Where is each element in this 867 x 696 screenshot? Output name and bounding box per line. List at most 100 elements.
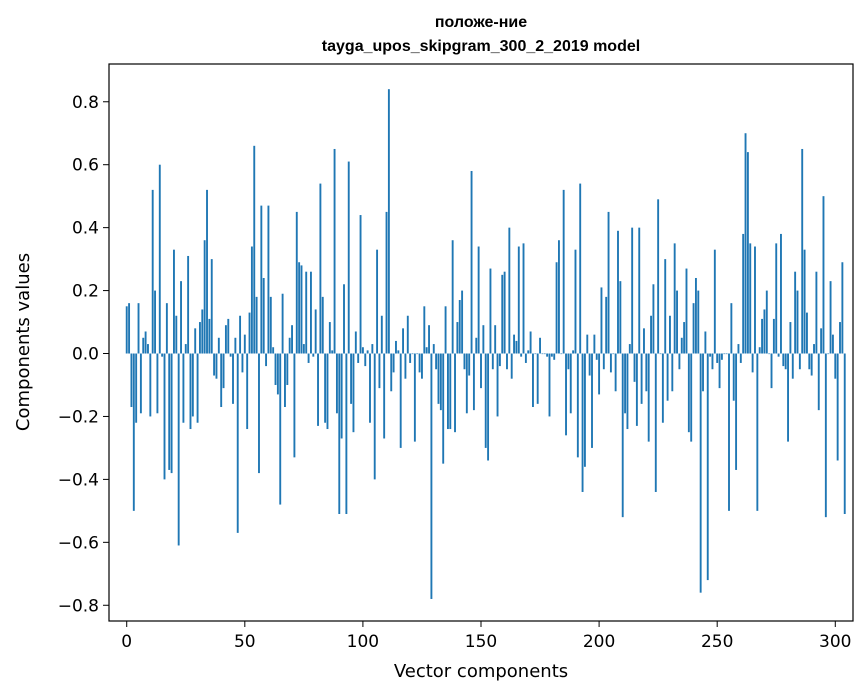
bar-196 [588,353,591,376]
bar-290 [810,353,813,376]
bar-142 [461,290,464,354]
bar-78 [310,271,312,354]
bar-213 [628,344,631,354]
bar-95 [350,353,353,404]
bar-64 [276,353,279,395]
bar-42 [224,325,227,354]
bar-300 [834,353,837,379]
bar-193 [581,353,584,492]
bar-153 [487,353,490,461]
bar-251 [718,353,721,389]
bar-238 [687,353,690,433]
y-tick-label: 0.4 [72,219,99,239]
x-axis-label: Vector components [394,661,568,682]
bar-9 [147,344,149,354]
bar-133 [439,353,442,411]
bar-75 [302,344,305,354]
bar-167 [520,353,523,357]
bar-231 [671,353,674,392]
bar-208 [617,230,619,354]
bar-112 [390,353,393,392]
y-axis-ticks: −0.8 −0.6 −0.4 −0.2 0.0 0.2 0.4 0.6 0.8 [58,93,109,616]
bar-267 [756,353,759,511]
x-tick-label: 150 [465,632,497,652]
bar-169 [524,353,527,363]
bar-41 [222,353,225,389]
bar-27 [189,353,192,430]
bar-302 [839,322,841,354]
bar-277 [780,233,782,354]
bar-172 [532,353,534,408]
bar-227 [661,353,664,423]
bar-145 [468,353,471,376]
bar-203 [605,296,608,354]
bar-156 [494,325,497,354]
bar-69 [288,337,291,354]
bar-237 [685,268,688,354]
bar-67 [284,353,286,408]
bar-120 [409,353,412,363]
x-tick-label: 300 [819,632,851,652]
bar-37 [213,353,216,376]
bar-283 [794,271,797,354]
bar-226 [659,353,662,355]
bar-209 [619,281,622,354]
bar-170 [527,350,530,354]
bar-250 [716,353,719,363]
bar-217 [638,227,641,354]
bar-38 [215,353,218,379]
bar-71 [293,353,296,458]
bar-57 [260,205,263,354]
bar-274 [772,318,775,354]
bar-24 [182,353,185,423]
bar-130 [432,344,435,354]
bar-125 [421,353,423,379]
bar-254 [725,353,728,355]
bar-259 [737,344,740,354]
bar-146 [470,170,473,354]
bar-34 [206,189,208,354]
bar-97 [354,331,357,354]
bar-80 [314,309,317,354]
bar-177 [543,353,546,355]
bar-161 [506,353,508,370]
bar-46 [234,337,237,354]
bar-101 [364,353,367,367]
bar-159 [501,274,504,354]
bar-272 [768,353,771,355]
bar-124 [418,353,421,373]
bar-47 [236,353,239,533]
bar-279 [784,353,787,370]
bar-108 [380,315,383,354]
bar-152 [484,353,487,448]
bar-190 [574,249,577,354]
y-tick-label: −0.6 [58,533,99,553]
bar-83 [321,296,324,354]
bar-45 [232,353,234,404]
bar-246 [706,353,709,581]
bar-20 [173,249,175,354]
bar-137 [449,353,452,430]
bar-263 [746,152,749,354]
bar-36 [210,259,213,354]
bar-117 [402,328,404,354]
bar-192 [579,183,582,354]
bar-273 [770,353,773,389]
bar-295 [822,196,825,354]
bar-158 [498,353,501,367]
bar-30 [196,353,199,423]
bar-127 [425,347,428,354]
bar-181 [553,353,556,360]
bar-116 [399,353,402,448]
bar-174 [536,353,539,404]
bar-276 [777,353,780,357]
bar-107 [378,353,381,389]
bar-66 [281,293,284,354]
bar-16 [163,353,166,480]
y-tick-label: 0.8 [72,93,99,113]
bar-260 [739,353,742,363]
bar-194 [583,353,586,467]
bar-222 [650,315,652,354]
bar-18 [168,353,171,470]
x-tick-label: 100 [347,632,379,652]
